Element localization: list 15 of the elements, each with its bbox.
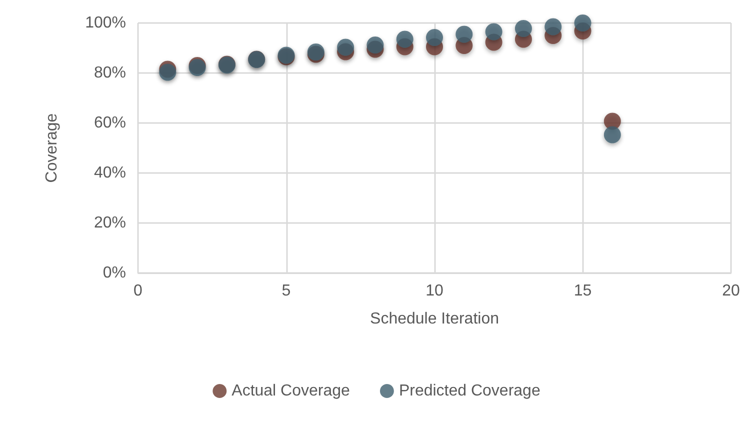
x-tick-label: 10 [426, 282, 444, 300]
y-tick-label: 0% [102, 264, 126, 282]
y-tick-label: 20% [94, 214, 126, 232]
x-tick-label: 20 [722, 282, 740, 300]
x-tick-label: 5 [282, 282, 291, 300]
x-tick-label: 15 [574, 282, 592, 300]
y-tick-label: 100% [85, 14, 126, 32]
y-tick-label: 60% [94, 114, 126, 132]
y-tick-label: 40% [94, 164, 126, 182]
y-tick-label: 80% [94, 64, 126, 82]
x-axis-title: Schedule Iteration [370, 310, 499, 328]
y-axis-title: Coverage [44, 113, 60, 183]
x-tick-label: 0 [134, 282, 143, 300]
legend-label: Predicted Coverage [398, 382, 540, 400]
legend-label: Actual Coverage [232, 382, 350, 400]
